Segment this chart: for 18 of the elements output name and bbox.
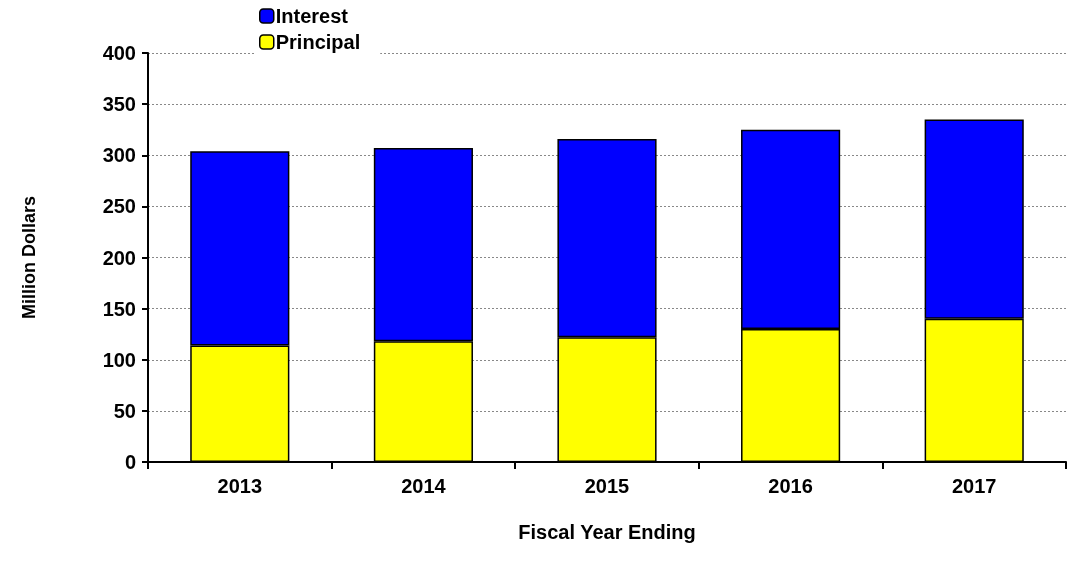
x-tick-label: 2015 bbox=[584, 475, 630, 497]
y-tick-label: 0 bbox=[124, 451, 136, 473]
y-tick-label: 400 bbox=[102, 42, 136, 64]
y-axis-title: Million Dollars bbox=[19, 195, 39, 320]
x-axis-title: Fiscal Year Ending bbox=[518, 521, 696, 543]
x-tick-label: 2014 bbox=[401, 475, 447, 497]
y-tick-label: 250 bbox=[102, 195, 136, 218]
legend-label: Interest bbox=[275, 5, 349, 27]
x-tick-label: 2013 bbox=[217, 475, 263, 497]
y-tick-label: 100 bbox=[102, 348, 136, 371]
y-tick-label: 200 bbox=[102, 246, 136, 269]
y-tick-label: 300 bbox=[102, 144, 136, 167]
y-tick-label: 50 bbox=[113, 399, 136, 422]
x-tick-label: 2016 bbox=[768, 475, 813, 497]
x-tick-label: 2017 bbox=[951, 475, 997, 497]
y-tick-label: 150 bbox=[102, 297, 136, 320]
legend-label: Principal bbox=[275, 31, 361, 53]
y-tick-label: 350 bbox=[102, 93, 136, 116]
